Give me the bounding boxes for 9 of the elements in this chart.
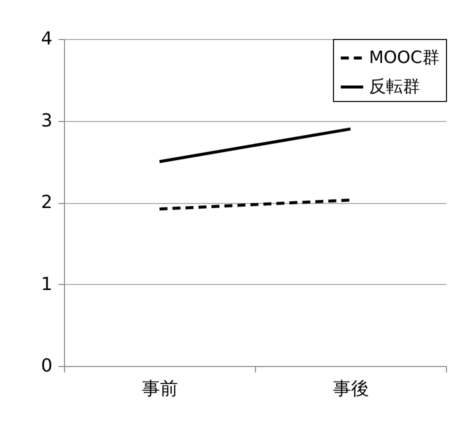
y-tick-label: 4 [41, 28, 52, 50]
x-tick-label: 事後 [333, 378, 369, 400]
y-tick-label: 0 [41, 356, 52, 376]
legend-label: MOOC群 [369, 48, 440, 68]
x-tick-label: 事前 [142, 378, 178, 400]
y-tick-label: 1 [41, 274, 52, 295]
legend-label: 反転群 [369, 77, 420, 97]
y-tick-label: 3 [41, 110, 52, 132]
y-tick-label: 2 [41, 192, 52, 213]
